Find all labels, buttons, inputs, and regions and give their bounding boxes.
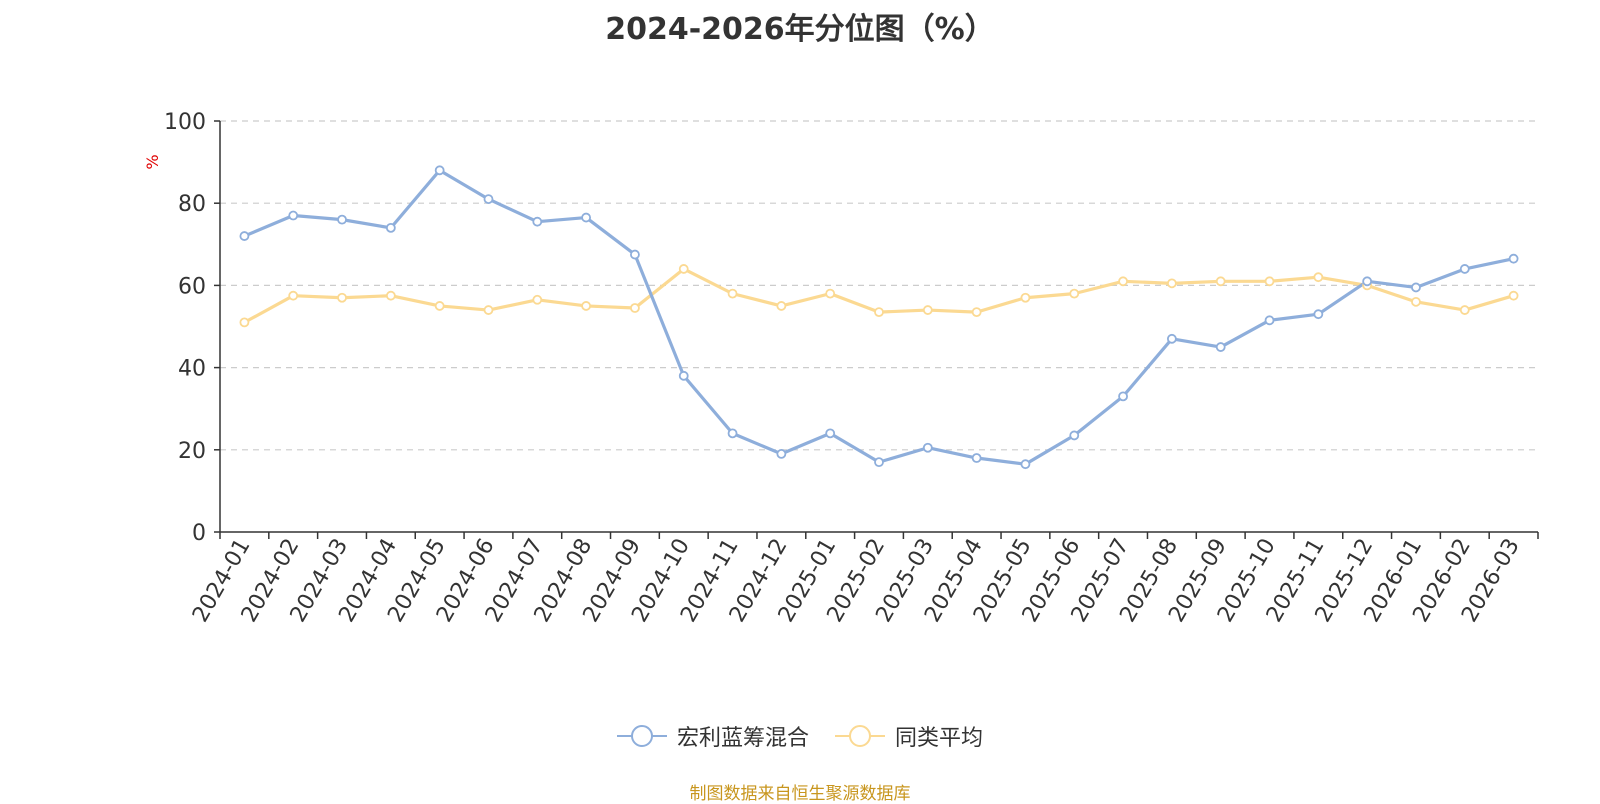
- y-tick-label: 100: [164, 110, 206, 135]
- data-point: [581, 212, 592, 223]
- y-tick-label: 40: [178, 357, 206, 382]
- data-point: [1362, 276, 1373, 287]
- data-point: [1215, 276, 1226, 287]
- axes: 0204060801002024-012024-022024-032024-04…: [164, 110, 1539, 627]
- data-point: [922, 305, 933, 315]
- legend: 宏利蓝筹混合 同类平均: [0, 720, 1600, 752]
- data-point: [630, 303, 640, 313]
- data-point: [727, 428, 738, 439]
- data-point: [434, 301, 445, 311]
- data-point: [971, 307, 982, 318]
- data-point: [776, 449, 787, 459]
- data-point: [1264, 315, 1275, 326]
- data-point: [1118, 391, 1128, 402]
- legend-label: 宏利蓝筹混合: [676, 726, 809, 751]
- series-lines: [243, 168, 1515, 466]
- data-point: [678, 370, 689, 381]
- y-tick-label: 20: [178, 439, 206, 464]
- data-point: [1411, 296, 1421, 307]
- data-point: [1459, 305, 1470, 315]
- data-point: [1411, 282, 1421, 293]
- data-point: [288, 210, 299, 221]
- data-point: [1166, 278, 1177, 289]
- data-point: [1069, 430, 1080, 441]
- data-point: [288, 290, 299, 301]
- data-point: [239, 231, 250, 241]
- data-point: [337, 214, 347, 225]
- data-point: [727, 288, 738, 299]
- data-point: [337, 292, 347, 303]
- data-point: [874, 457, 884, 468]
- data-points: [239, 165, 1519, 470]
- data-point: [385, 222, 396, 233]
- data-point: [1313, 272, 1324, 283]
- data-point: [630, 249, 640, 260]
- y-tick-label: 60: [178, 274, 206, 299]
- series-line: [243, 168, 1514, 466]
- data-point: [1313, 309, 1324, 320]
- data-point: [1118, 276, 1128, 287]
- data-point: [1020, 292, 1031, 303]
- data-point: [825, 428, 836, 439]
- y-tick-label: 0: [192, 521, 206, 546]
- data-point: [1508, 290, 1519, 301]
- data-point: [1069, 288, 1080, 299]
- data-point: [825, 288, 836, 299]
- data-point: [1166, 333, 1177, 344]
- data-point: [1459, 264, 1470, 274]
- data-point: [434, 165, 445, 176]
- data-point: [239, 317, 250, 328]
- data-point: [1215, 342, 1226, 352]
- data-point: [922, 442, 933, 453]
- data-point: [532, 216, 543, 227]
- data-point: [776, 301, 787, 311]
- data-point: [483, 194, 494, 204]
- chart-title: 2024-2026年分位图（%）: [605, 12, 995, 47]
- data-point: [532, 294, 543, 305]
- legend-label: 同类平均: [895, 726, 984, 751]
- data-point: [1508, 253, 1519, 264]
- y-axis-unit-label: %: [143, 154, 162, 169]
- data-point: [385, 290, 396, 301]
- data-point: [581, 301, 592, 311]
- data-point: [483, 305, 494, 315]
- y-tick-label: 80: [178, 192, 206, 217]
- data-source-note: 制图数据来自恒生聚源数据库: [689, 784, 911, 804]
- data-point: [1020, 459, 1031, 470]
- data-point: [971, 453, 982, 463]
- legend-item[interactable]: 同类平均: [835, 720, 983, 752]
- legend-swatch: [835, 725, 885, 747]
- data-point: [1264, 276, 1275, 287]
- data-point: [874, 307, 884, 318]
- grid-lines: [220, 120, 1538, 451]
- legend-item[interactable]: 宏利蓝筹混合: [616, 720, 809, 752]
- legend-swatch: [616, 725, 667, 747]
- data-point: [678, 264, 689, 274]
